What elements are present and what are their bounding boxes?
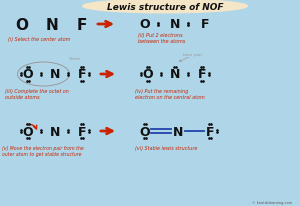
Text: F: F	[206, 125, 214, 138]
Text: (i) Select the center atom: (i) Select the center atom	[8, 37, 70, 42]
Text: N: N	[50, 125, 60, 138]
Text: (vi) Stable lewis structure: (vi) Stable lewis structure	[135, 145, 197, 150]
Text: (iii) Complete the octet on
outside atoms: (iii) Complete the octet on outside atom…	[5, 89, 69, 100]
Text: (ii) Put 2 electrons
between the atoms: (ii) Put 2 electrons between the atoms	[138, 33, 185, 44]
Text: O: O	[140, 18, 150, 31]
Text: N: N	[170, 18, 180, 31]
Text: F: F	[77, 18, 87, 32]
Text: (v) Move the electron pair from the
outer atom to get stable structure: (v) Move the electron pair from the oute…	[2, 145, 84, 156]
Text: O: O	[143, 68, 153, 81]
Text: Octet: Octet	[69, 57, 81, 61]
Ellipse shape	[82, 0, 247, 14]
Text: O: O	[23, 125, 33, 138]
Text: Lewis structure of NOF: Lewis structure of NOF	[107, 2, 223, 12]
Text: O: O	[140, 125, 150, 138]
Text: N: N	[46, 18, 59, 32]
Text: N: N	[170, 68, 180, 81]
Text: N: N	[50, 68, 60, 81]
Text: N: N	[173, 125, 183, 138]
Text: F: F	[78, 125, 86, 138]
Text: F: F	[201, 18, 209, 31]
Text: O: O	[16, 18, 28, 32]
Text: F: F	[78, 68, 86, 81]
Text: F: F	[198, 68, 206, 81]
Text: © knotdslearning.com: © knotdslearning.com	[252, 200, 292, 204]
Text: lone pair: lone pair	[183, 53, 202, 57]
Text: O: O	[23, 68, 33, 81]
Text: (iv) Put the remaining
electron on the central atom: (iv) Put the remaining electron on the c…	[135, 89, 205, 100]
